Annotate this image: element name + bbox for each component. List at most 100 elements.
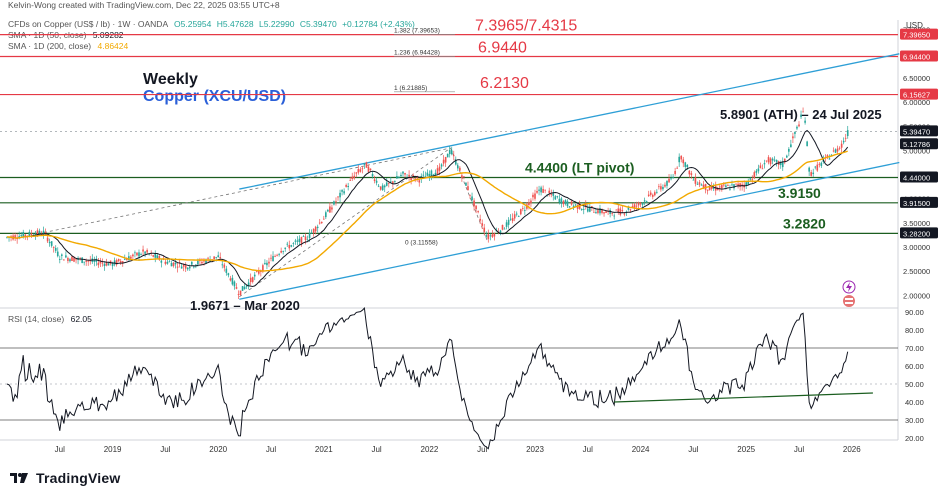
candle-body (144, 251, 146, 254)
candle-body (357, 169, 360, 173)
svg-text:RSI (14, close) 62.05: RSI (14, close) 62.05 (8, 314, 92, 324)
time-tick-label: 2022 (421, 445, 439, 454)
candle-body (121, 261, 124, 264)
candle-body (572, 205, 575, 207)
time-tick-label: 2019 (104, 445, 122, 454)
candle-body (174, 262, 177, 265)
candle-body (723, 184, 725, 186)
candle-body (538, 189, 540, 191)
candle-body (404, 172, 406, 175)
candle-body (739, 183, 741, 187)
candle-body (367, 166, 370, 172)
candle-body (50, 241, 53, 246)
candle-body (814, 166, 817, 168)
candle-body (245, 285, 248, 287)
candle-body (522, 208, 524, 209)
resistance-annotation: 6.9440 (478, 40, 527, 57)
candle-body (203, 260, 205, 262)
candle-body (733, 184, 735, 189)
candle-body (654, 192, 656, 196)
candle-body (371, 174, 374, 177)
price-tick-label: 3.00000 (903, 243, 930, 252)
flag-icon[interactable] (843, 295, 855, 307)
candle-body (501, 225, 504, 230)
fib-level-label: 0 (3.11558) (405, 239, 438, 246)
candle-body (418, 180, 421, 183)
candle-body (485, 235, 488, 237)
candle-body (536, 191, 538, 193)
candle-body (87, 260, 90, 262)
candle-body (28, 231, 31, 237)
candle-body (355, 172, 358, 174)
candle-body (182, 264, 185, 267)
candle-body (134, 252, 136, 254)
candle-body (666, 180, 668, 186)
candle-body (706, 189, 709, 191)
time-tick-label: 2020 (209, 445, 227, 454)
candle-body (696, 183, 699, 185)
candle-body (584, 204, 587, 207)
candle-body (316, 226, 319, 229)
candle-body (97, 262, 100, 266)
candle-body (788, 148, 790, 152)
candle-body (798, 124, 800, 127)
candle-body (757, 168, 760, 172)
candle-body (410, 177, 412, 180)
candle-body (231, 277, 234, 285)
candle-body (126, 259, 128, 261)
candle-body (398, 177, 400, 178)
candle-body (81, 257, 83, 263)
candle-body (473, 200, 475, 207)
candle-body (337, 196, 339, 198)
candle-body (779, 162, 782, 166)
candle-body (280, 250, 282, 253)
candle-body (217, 255, 220, 258)
candle-body (363, 163, 366, 165)
support-annotation: 3.2820 (783, 215, 826, 231)
price-tag-label: 5.12786 (903, 140, 930, 149)
ohlc-change: +0.12784 (+2.43%) (342, 19, 415, 29)
candle-body (52, 246, 55, 248)
candle-body (698, 182, 701, 185)
rsi-tick-label: 60.00 (905, 362, 924, 371)
candle-body (42, 230, 45, 235)
candle-body (489, 235, 492, 237)
candle-body (477, 211, 479, 213)
candle-body (708, 185, 711, 191)
candle-body (544, 189, 546, 191)
symbol-title: CFDs on Copper (US$ / lb) · 1W · OANDA (8, 19, 168, 29)
candle-body (54, 247, 57, 251)
candle-body (735, 183, 737, 185)
candle-body (765, 160, 768, 162)
candle-body (560, 198, 563, 204)
candle-body (335, 201, 337, 203)
candle-body (737, 183, 739, 187)
candle-body (93, 260, 96, 262)
candle-body (469, 194, 471, 196)
candle-body (524, 210, 526, 211)
candle-body (767, 157, 770, 163)
candle-body (329, 206, 331, 213)
candle-body (816, 164, 819, 171)
candle-body (186, 267, 189, 270)
rsi-tick-label: 90.00 (905, 308, 924, 317)
candle-body (123, 258, 126, 260)
candle-body (107, 263, 110, 266)
candle-body (184, 265, 187, 269)
candle-body (812, 172, 815, 175)
low-annotation: 1.9671 – Mar 2020 (190, 298, 300, 313)
candle-body (373, 179, 376, 181)
price-tag (900, 125, 938, 137)
price-tag (900, 28, 938, 40)
lightning-icon[interactable] (842, 280, 856, 294)
candle-body (111, 262, 114, 267)
candle-body (22, 231, 25, 238)
candle-body (664, 184, 666, 187)
candle-body (223, 264, 226, 268)
resistance-annotation: 6.2130 (480, 75, 529, 92)
candle-body (345, 184, 347, 187)
candle-body (247, 282, 250, 287)
candle-body (166, 261, 169, 264)
candle-body (465, 182, 467, 186)
